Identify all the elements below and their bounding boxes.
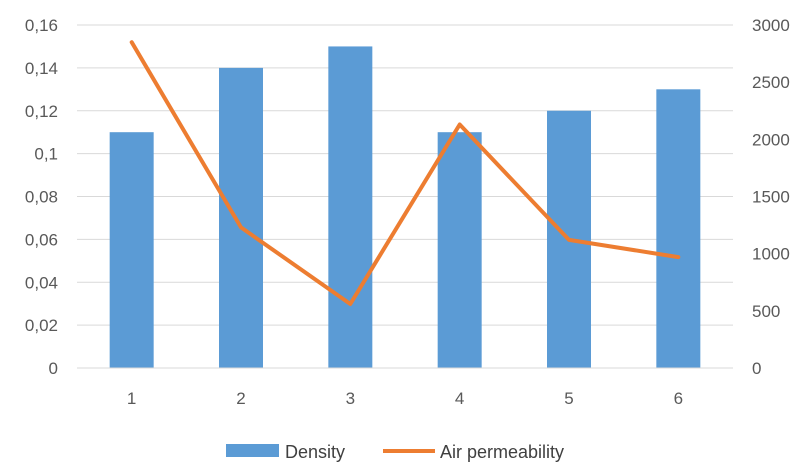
x-axis-tick-label: 2 [236,389,245,408]
x-axis-tick-label: 5 [564,389,573,408]
legend-label-air-permeability: Air permeability [440,442,564,462]
bar-density [656,89,701,368]
left-axis-tick-label: 0,12 [25,102,58,121]
right-axis-tick-label: 1000 [752,245,790,264]
bar-density [219,67,263,368]
right-axis-tick-label: 500 [752,302,780,321]
right-axis-tick-labels: 0 500 1000 1500 2000 2500 3000 [752,16,790,378]
left-axis-tick-label: 0,14 [25,59,58,78]
legend: Density Air permeability [226,442,564,462]
x-axis-tick-label: 3 [346,389,355,408]
left-axis-tick-label: 0,04 [25,273,58,292]
legend-label-density: Density [285,442,345,462]
x-axis-tick-label: 4 [455,389,464,408]
legend-swatch-density [226,444,279,457]
right-axis-tick-label: 0 [752,359,761,378]
left-axis-tick-labels: 0 0,02 0,04 0,06 0,08 0,1 0,12 0,14 0,16 [25,16,58,378]
right-axis-tick-label: 2500 [752,73,790,92]
left-axis-tick-label: 0,02 [25,316,58,335]
right-axis-tick-label: 3000 [752,16,790,35]
right-axis-tick-label: 2000 [752,130,790,149]
density-bars [109,46,701,368]
x-axis-tick-label: 1 [127,389,136,408]
left-axis-tick-label: 0,06 [25,230,58,249]
gridlines [77,24,733,369]
bar-density [109,132,154,368]
x-axis: 1 2 3 4 5 6 [77,367,733,408]
right-axis-tick-label: 1500 [752,188,790,207]
line-air-permeability [129,40,681,306]
bar-density [328,46,373,368]
left-axis-tick-label: 0,1 [34,145,58,164]
left-axis-tick-label: 0,16 [25,16,58,35]
left-axis-tick-label: 0,08 [25,188,58,207]
x-axis-tick-label: 6 [674,389,683,408]
bar-density [437,132,482,368]
air-permeability-line [129,40,681,306]
left-axis-tick-label: 0 [49,359,58,378]
